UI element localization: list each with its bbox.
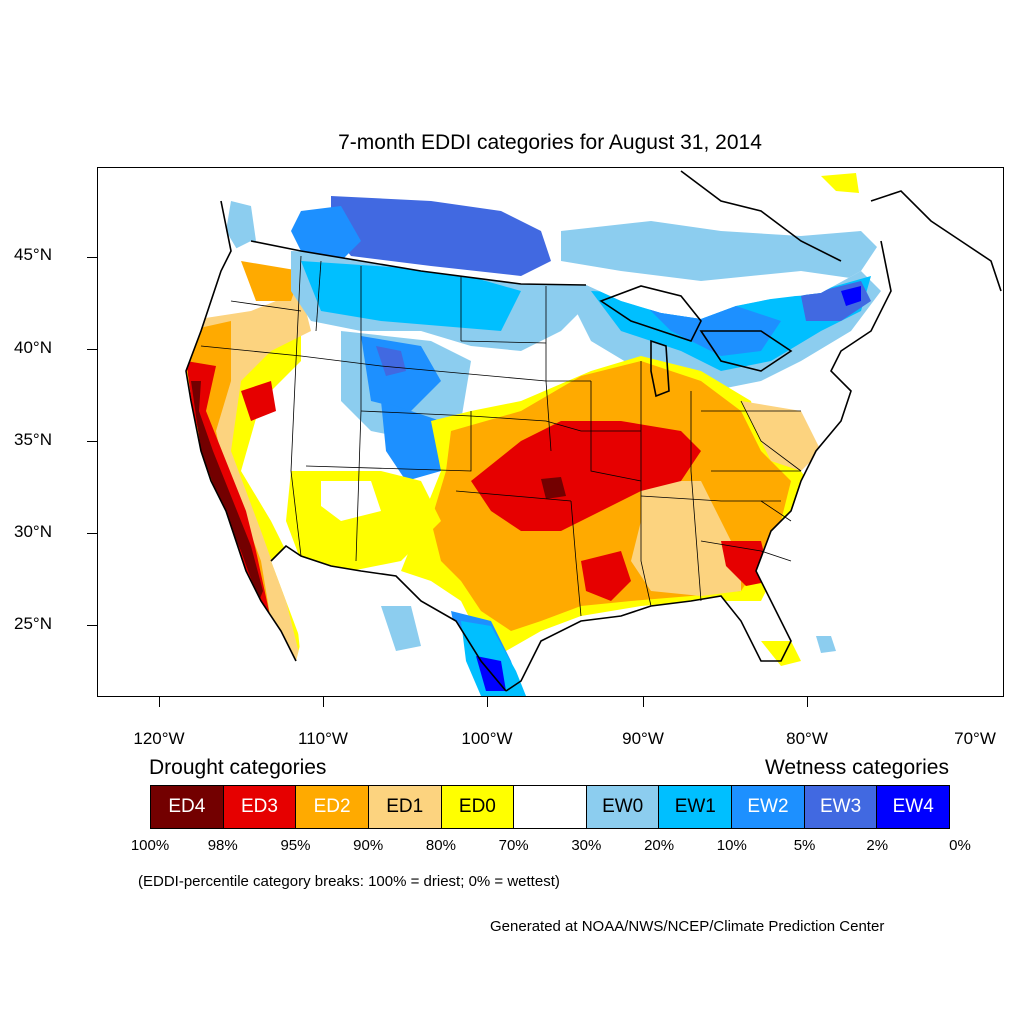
- lon-label-100: 100°W: [461, 729, 513, 748]
- legend-box-ed2: ED2: [296, 786, 369, 828]
- percentile-label: 100%: [130, 837, 170, 854]
- lat-tick-35: [87, 441, 97, 442]
- percentile-label: 80%: [425, 837, 456, 854]
- lon-label-80: 80°W: [786, 729, 828, 748]
- category-legend: ED4 ED3 ED2 ED1 ED0 EW0 EW1 EW2 EW3 EW4: [150, 785, 950, 829]
- lon-tick-110: [323, 697, 324, 707]
- lat-tick-30: [87, 533, 97, 534]
- credit-text: Generated at NOAA/NWS/NCEP/Climate Predi…: [490, 918, 885, 935]
- legend-box-ew0: EW0: [586, 786, 660, 828]
- lon-label-70: 70°W: [954, 729, 996, 748]
- eddi-fields: [186, 241, 891, 691]
- percentile-label: 90%: [353, 837, 384, 854]
- lat-label-40: 40°N: [14, 338, 52, 357]
- map-canvas: [185, 170, 1002, 696]
- legend-box-normal: [514, 786, 587, 828]
- legend-box-ew4: EW4: [877, 786, 950, 828]
- state-boundaries: [200, 255, 802, 617]
- legend-box-ed4: ED4: [151, 786, 224, 828]
- lat-tick-40: [87, 349, 97, 350]
- lon-tick-100: [487, 697, 488, 707]
- drought-heading: Drought categories: [149, 756, 327, 779]
- lon-label-110: 110°W: [298, 729, 348, 748]
- coastlines: [185, 170, 1002, 692]
- percentile-label: 30%: [571, 837, 602, 854]
- mexico-patches: [331, 571, 836, 696]
- lon-label-90: 90°W: [622, 729, 664, 748]
- legend-box-ed1: ED1: [368, 786, 442, 828]
- percentile-label: 70%: [498, 837, 529, 854]
- lat-label-35: 35°N: [14, 430, 52, 449]
- category-note: (EDDI-percentile category breaks: 100% =…: [138, 873, 560, 890]
- legend-box-ew2: EW2: [732, 786, 805, 828]
- lat-label-45: 45°N: [14, 245, 52, 264]
- lon-tick-120: [159, 697, 160, 707]
- lon-label-120: 120°W: [133, 729, 185, 748]
- lon-tick-80: [807, 697, 808, 707]
- lat-tick-25: [87, 625, 97, 626]
- lat-label-30: 30°N: [14, 522, 52, 541]
- lat-label-25: 25°N: [14, 614, 52, 633]
- wetness-heading: Wetness categories: [764, 756, 949, 779]
- lon-tick-90: [643, 697, 644, 707]
- legend-box-ed0: ED0: [441, 786, 515, 828]
- legend-box-ew1: EW1: [659, 786, 733, 828]
- legend-box-ew3: EW3: [804, 786, 878, 828]
- percentile-label: 5%: [793, 837, 816, 854]
- percentile-label: 0%: [949, 837, 971, 854]
- eddi-map: [97, 167, 1004, 697]
- map-title: 7-month EDDI categories for August 31, 2…: [338, 131, 762, 154]
- percentile-label: 20%: [644, 837, 675, 854]
- percentile-label: 10%: [716, 837, 747, 854]
- percentile-label: 95%: [280, 837, 311, 854]
- percentile-label: 98%: [207, 837, 238, 854]
- canada-wet-patches: [226, 173, 881, 281]
- legend-box-ed3: ED3: [223, 786, 297, 828]
- percentile-label: 2%: [866, 837, 889, 854]
- lat-tick-45: [87, 257, 97, 258]
